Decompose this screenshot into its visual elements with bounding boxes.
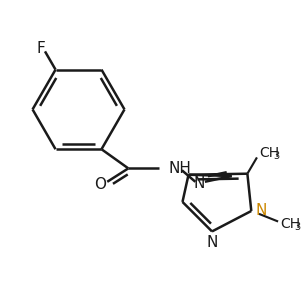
Text: CH: CH <box>259 146 279 160</box>
Text: NH: NH <box>169 161 191 176</box>
Text: F: F <box>37 41 45 56</box>
Text: 3: 3 <box>273 151 279 160</box>
Text: O: O <box>95 177 107 192</box>
Text: N: N <box>206 235 218 250</box>
Text: CH: CH <box>280 217 300 231</box>
Text: 3: 3 <box>294 222 300 232</box>
Text: N: N <box>255 203 266 218</box>
Text: N: N <box>194 176 205 191</box>
